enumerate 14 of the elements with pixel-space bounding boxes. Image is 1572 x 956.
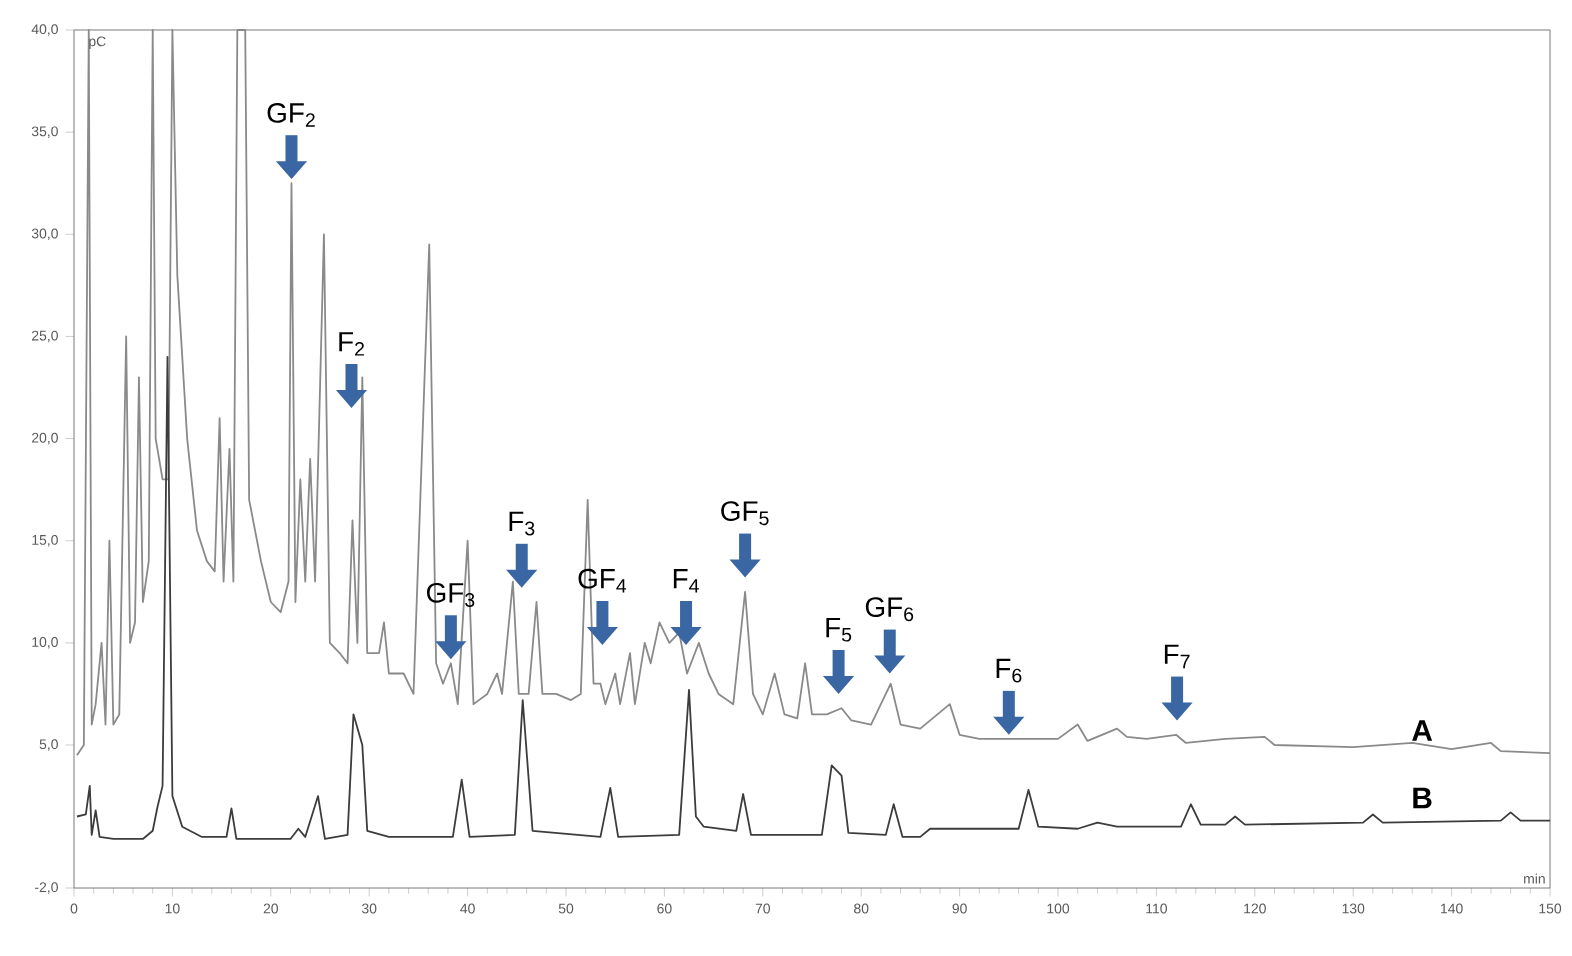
annotation: F$_{3}$ (509, 511, 535, 536)
annotation: F$_{2}$ (339, 332, 364, 356)
annotation: F$_{7}$ (1164, 644, 1190, 669)
annotation: F$_{5}$ (826, 617, 852, 642)
annotation: GF$_{4}$ (578, 568, 627, 593)
annotation: GF$_{6}$ (865, 597, 914, 622)
annotation: GF$_{5}$ (721, 501, 769, 526)
annotation: GF$_{3}$ (426, 582, 475, 607)
series-label: B (1413, 787, 1432, 809)
annotation: F$_{6}$ (996, 658, 1022, 683)
line-series (76, 355, 1551, 840)
annotation: F$_{4}$ (673, 569, 699, 593)
annotation: GF$_{2}$ (267, 103, 315, 127)
series-label: A (1412, 720, 1433, 741)
